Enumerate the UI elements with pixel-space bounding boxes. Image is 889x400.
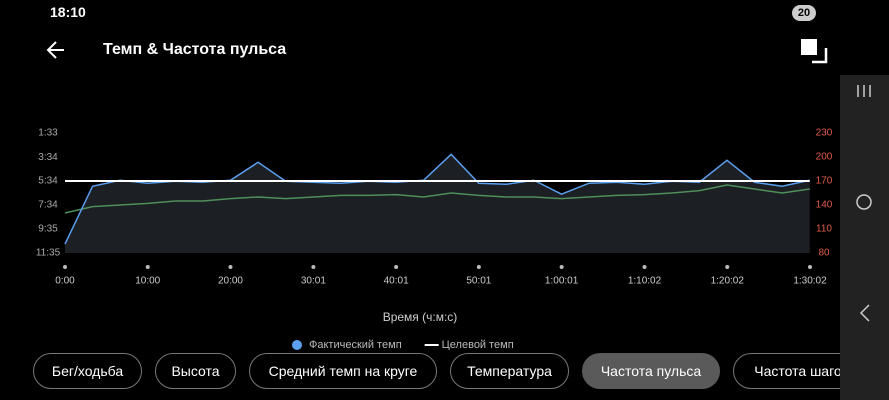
fullscreen-button[interactable] [800,38,828,64]
legend-label: Целевой темп [442,339,514,350]
legend-label: Фактический темп [309,339,402,350]
tab[interactable]: Частота пульса [582,353,720,389]
x-tick [228,265,233,269]
x-tick-label: 50:01 [466,276,491,287]
x-tick-label: 1:30:02 [793,276,827,287]
tab[interactable]: Средний темп на круге [249,353,437,389]
x-tick [559,265,564,269]
y2-tick-label: 140 [816,200,833,211]
x-tick [642,265,647,269]
chart: Время (ч:м:с) 1:33 3:34 5:34 7:34 9:35 11:35 2… [36,128,833,350]
y2-tick-label: 170 [816,176,833,187]
x-tick-label: 20:00 [218,276,243,287]
x-tick [476,265,481,269]
y2-tick-label: 230 [816,128,833,139]
y-tick-label: 11:35 [36,248,61,259]
y2-tick-label: 80 [818,248,830,259]
x-tick [394,265,399,269]
tab[interactable]: Бег/ходьба [33,353,142,389]
x-tick [808,265,812,269]
series-line [64,184,810,214]
y-tick-label: 1:33 [38,128,58,139]
x-axis-title: Время (ч:м:с) [383,310,458,324]
x-tick [311,265,316,269]
y-tick-label: 5:34 [38,176,58,187]
y-tick-label: 9:35 [38,224,58,235]
tab[interactable]: Высота [155,353,236,389]
tab[interactable]: Температура [450,353,569,389]
x-tick-label: 0:00 [55,276,75,287]
x-tick-label: 40:01 [384,276,409,287]
y-tick-label: 7:34 [38,200,58,211]
pace-area [65,154,810,253]
x-tick-label: 1:20:02 [711,276,745,287]
x-tick-label: 10:00 [135,276,160,287]
legend-marker [292,340,302,350]
x-tick-label: 1:00:01 [545,276,579,287]
x-tick-label: 30:01 [301,276,326,287]
x-tick-label: 1:10:02 [628,276,662,287]
y-tick-label: 3:34 [38,152,58,163]
x-tick [725,265,730,269]
x-tick [145,265,150,269]
back-button[interactable] [44,38,68,62]
battery: 20 [792,5,816,21]
y2-tick-label: 110 [816,224,832,235]
y2-tick-label: 200 [816,152,833,163]
x-tick [63,265,67,269]
page-title: Темп & Частота пульса [103,41,287,58]
nav-bar [840,75,889,400]
status-time: 18:10 [50,4,86,20]
